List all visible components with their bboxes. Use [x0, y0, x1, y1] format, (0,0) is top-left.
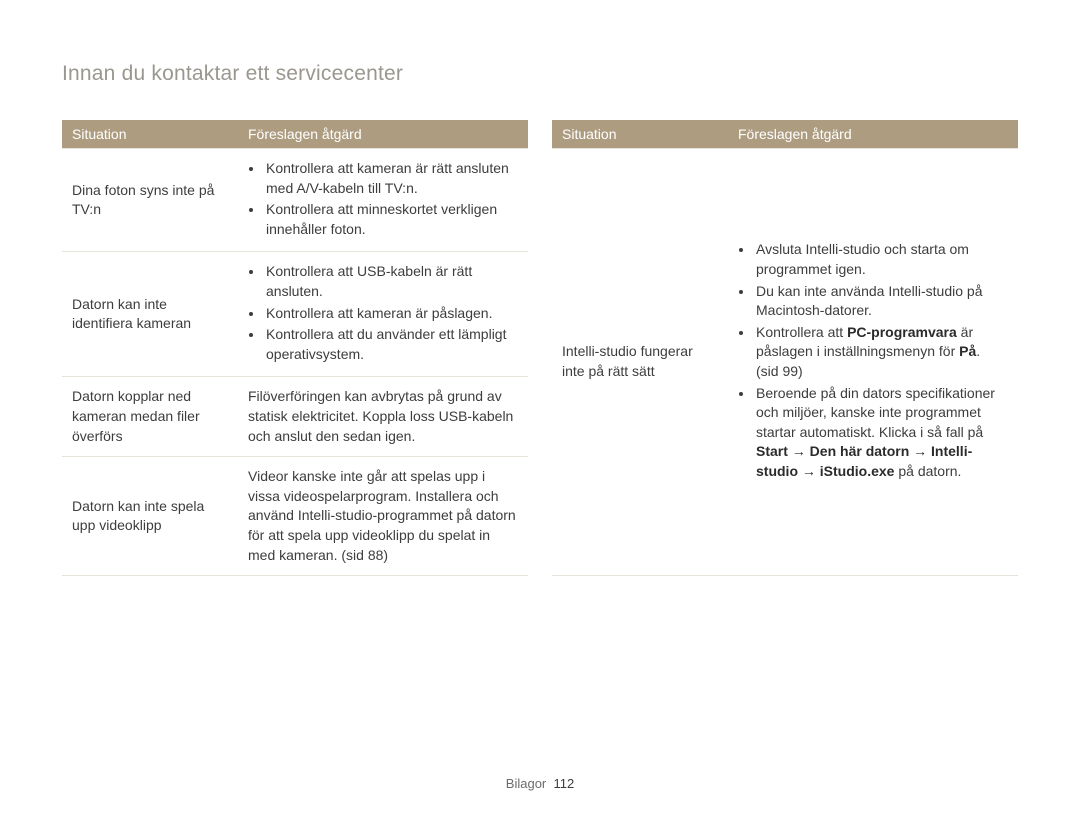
footer-label: Bilagor: [506, 776, 546, 791]
situation-cell: Datorn kopplar ned kameran medan filer ö…: [62, 377, 238, 457]
situation-cell: Intelli-studio fungerar inte på rätt sät…: [552, 149, 728, 576]
text: på datorn.: [894, 463, 961, 479]
action-cell: Avsluta Intelli-studio och starta om pro…: [728, 149, 1018, 576]
tables-container: Situation Föreslagen åtgärd Dina foton s…: [62, 120, 1018, 576]
bullet-list: Kontrollera att kameran är rätt ansluten…: [248, 159, 516, 239]
page: Innan du kontaktar ett servicecenter Sit…: [0, 0, 1080, 815]
bullet-item: Kontrollera att kameran är rätt ansluten…: [264, 159, 516, 198]
table-header-row: Situation Föreslagen åtgärd: [552, 120, 1018, 149]
table-row: Datorn kopplar ned kameran medan filer ö…: [62, 377, 528, 457]
action-cell: Kontrollera att kameran är rätt ansluten…: [238, 149, 528, 252]
bullet-item: Kontrollera att PC-programvara är påslag…: [754, 323, 1006, 382]
bullet-list: Kontrollera att USB-kabeln är rätt anslu…: [248, 262, 516, 364]
table-header-row: Situation Föreslagen åtgärd: [62, 120, 528, 149]
bullet-item: Avsluta Intelli-studio och starta om pro…: [754, 240, 1006, 279]
action-cell: Filöverföringen kan avbrytas på grund av…: [238, 377, 528, 457]
table-row: Intelli-studio fungerar inte på rätt sät…: [552, 149, 1018, 576]
troubleshoot-table-right: Situation Föreslagen åtgärd Intelli-stud…: [552, 120, 1018, 576]
situation-cell: Datorn kan inte identifiera kameran: [62, 252, 238, 377]
action-cell: Videor kanske inte går att spelas upp i …: [238, 457, 528, 576]
table-row: Datorn kan inte identifiera kameran Kont…: [62, 252, 528, 377]
bullet-item: Kontrollera att kameran är påslagen.: [264, 304, 516, 324]
table-row: Dina foton syns inte på TV:n Kontrollera…: [62, 149, 528, 252]
col-action: Föreslagen åtgärd: [728, 120, 1018, 149]
col-action: Föreslagen åtgärd: [238, 120, 528, 149]
text: Kontrollera att: [756, 324, 847, 340]
col-situation: Situation: [62, 120, 238, 149]
action-cell: Kontrollera att USB-kabeln är rätt anslu…: [238, 252, 528, 377]
text: Beroende på din dators specifikationer o…: [756, 385, 995, 440]
bold: PC-programvara: [847, 324, 957, 340]
situation-cell: Dina foton syns inte på TV:n: [62, 149, 238, 252]
bullet-item: Beroende på din dators specifikationer o…: [754, 384, 1006, 482]
table-row: Datorn kan inte spela upp videoklipp Vid…: [62, 457, 528, 576]
footer-page-number: 112: [553, 776, 574, 791]
bullet-list: Avsluta Intelli-studio och starta om pro…: [738, 240, 1006, 481]
bullet-item: Kontrollera att du använder ett lämpligt…: [264, 325, 516, 364]
bullet-item: Kontrollera att minneskortet verkligen i…: [264, 200, 516, 239]
page-title: Innan du kontaktar ett servicecenter: [62, 62, 1018, 86]
bold: På: [959, 343, 976, 359]
bullet-item: Kontrollera att USB-kabeln är rätt anslu…: [264, 262, 516, 301]
troubleshoot-table-left: Situation Föreslagen åtgärd Dina foton s…: [62, 120, 528, 576]
page-footer: Bilagor 112: [0, 776, 1080, 791]
bullet-item: Du kan inte använda Intelli-studio på Ma…: [754, 282, 1006, 321]
col-situation: Situation: [552, 120, 728, 149]
situation-cell: Datorn kan inte spela upp videoklipp: [62, 457, 238, 576]
